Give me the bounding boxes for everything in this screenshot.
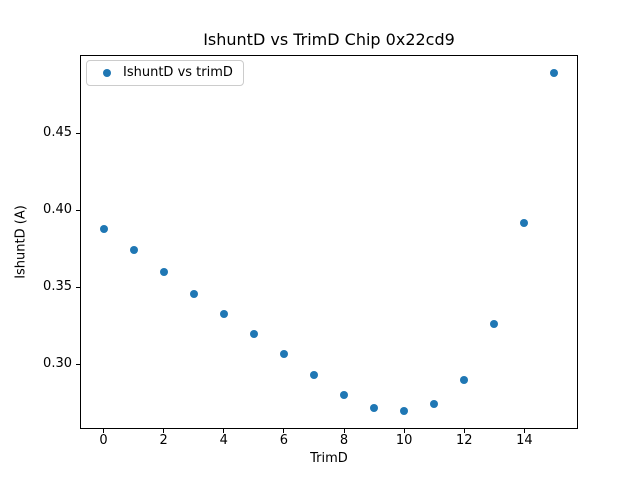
- x-tick-label: 0: [99, 433, 108, 448]
- scatter-point: [400, 406, 409, 415]
- y-tick-mark: [76, 363, 80, 365]
- legend-label: IshuntD vs trimD: [123, 65, 233, 80]
- x-tick-mark: [163, 429, 165, 433]
- y-tick-mark: [76, 132, 80, 134]
- x-tick-mark: [403, 429, 405, 433]
- x-tick-label: 4: [219, 433, 228, 448]
- x-tick-mark: [463, 429, 465, 433]
- x-tick-label: 8: [339, 433, 349, 448]
- scatter-point: [340, 391, 349, 400]
- plot-area: IshuntD vs trimD: [80, 55, 578, 429]
- legend: IshuntD vs trimD: [86, 60, 244, 86]
- x-tick-mark: [523, 429, 525, 433]
- scatter-point: [460, 375, 469, 384]
- x-tick-label: 14: [516, 433, 533, 448]
- y-tick-mark: [76, 209, 80, 211]
- scatter-point: [249, 329, 258, 338]
- legend-marker-dot: [103, 69, 111, 77]
- scatter-point: [370, 403, 379, 412]
- scatter-point: [279, 349, 288, 358]
- y-tick-label: 0.40: [43, 202, 72, 218]
- y-tick-label: 0.45: [43, 125, 72, 141]
- x-axis-label: TrimD: [310, 451, 348, 466]
- scatter-point: [99, 224, 108, 233]
- scatter-point: [430, 400, 439, 409]
- scatter-point: [309, 371, 318, 380]
- x-tick-mark: [283, 429, 285, 433]
- scatter-point: [520, 218, 529, 227]
- x-tick-mark: [223, 429, 225, 433]
- scatter-point: [550, 69, 559, 78]
- x-tick-label: 6: [279, 433, 289, 448]
- x-tick-mark: [343, 429, 345, 433]
- y-tick-label: 0.30: [43, 356, 72, 372]
- y-tick-mark: [76, 286, 80, 288]
- x-tick-label: 12: [455, 433, 473, 448]
- scatter-point: [490, 320, 499, 329]
- scatter-point: [129, 246, 138, 255]
- x-tick-label: 2: [159, 433, 168, 448]
- scatter-point: [189, 289, 198, 298]
- chart-title: IshuntD vs TrimD Chip 0x22cd9: [203, 30, 455, 49]
- scatter-point: [219, 309, 228, 318]
- scatter-point: [159, 268, 168, 277]
- x-tick-mark: [103, 429, 105, 433]
- x-tick-label: 10: [395, 433, 413, 448]
- y-tick-label: 0.35: [43, 279, 72, 295]
